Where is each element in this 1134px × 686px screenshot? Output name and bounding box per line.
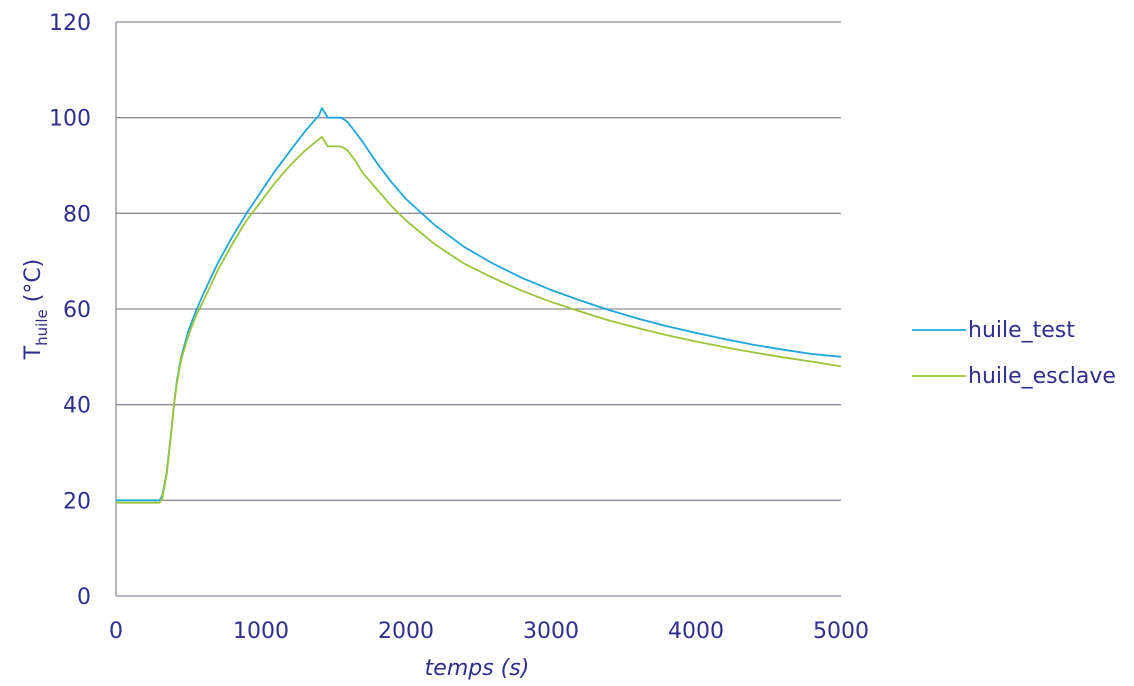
y-tick-label: 20 bbox=[63, 489, 91, 514]
x-tick-label: 4000 bbox=[668, 619, 724, 644]
y-tick-label: 80 bbox=[63, 202, 91, 227]
x-tick-label: 0 bbox=[109, 619, 123, 644]
legend-label-huile-test: huile_test bbox=[968, 318, 1075, 343]
x-tick-label: 1000 bbox=[233, 619, 289, 644]
y-tick-label: 0 bbox=[77, 585, 91, 610]
tick-labels: 0 20 40 60 80 100 120 0 1000 2000 3000 4000 5000 bbox=[49, 11, 869, 644]
series-line-huile-esclave bbox=[116, 135, 842, 504]
axis-titles: temps (s) Thuile (°C) bbox=[21, 259, 529, 681]
legend-label-huile-esclave: huile_esclave bbox=[968, 364, 1116, 389]
y-axis-title: Thuile (°C) bbox=[21, 259, 51, 361]
y-tick-label: 40 bbox=[63, 394, 91, 419]
y-axis-title-sub: huile bbox=[33, 309, 51, 346]
y-axis-title-unit: (°C) bbox=[21, 259, 46, 310]
y-axis-title-main: T bbox=[21, 345, 46, 360]
y-tick-label: 60 bbox=[63, 298, 91, 323]
x-tick-label: 5000 bbox=[813, 619, 869, 644]
series-lines bbox=[116, 107, 842, 504]
x-tick-label: 2000 bbox=[378, 619, 434, 644]
y-tick-label: 100 bbox=[49, 107, 91, 132]
x-tick-label: 3000 bbox=[523, 619, 579, 644]
legend: huile_test huile_esclave bbox=[912, 318, 1116, 389]
y-tick-label: 120 bbox=[49, 11, 91, 36]
grid-lines bbox=[116, 21, 841, 501]
series-line-huile-test bbox=[116, 107, 842, 502]
x-axis-title: temps (s) bbox=[425, 656, 530, 681]
